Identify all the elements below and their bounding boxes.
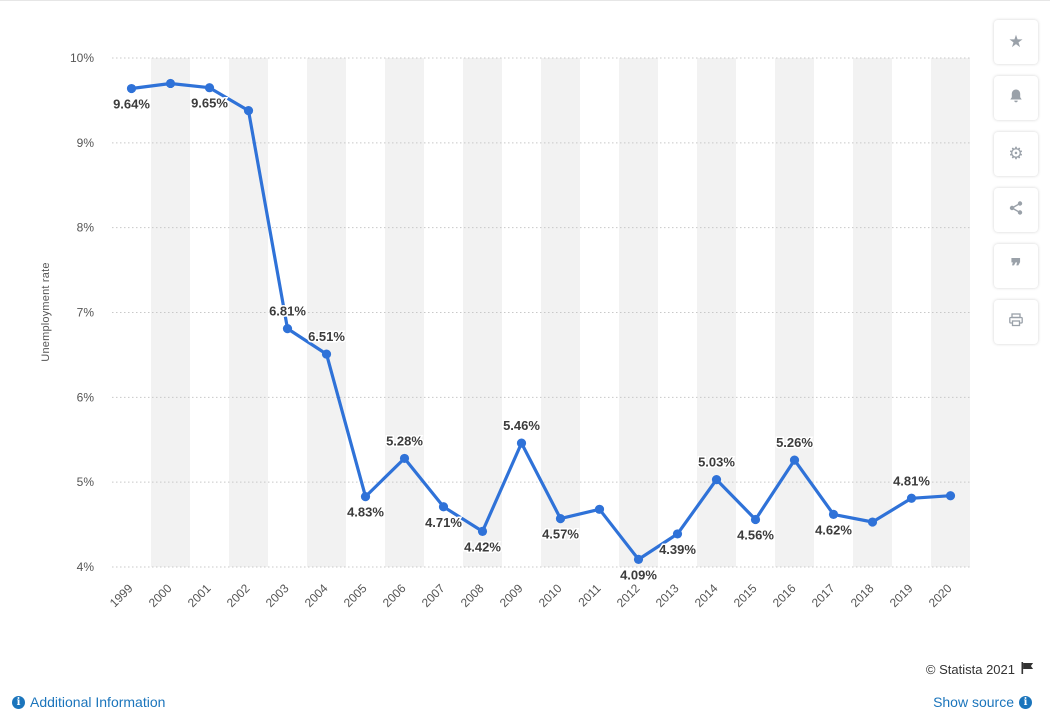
x-tick-label: 2014	[692, 581, 721, 610]
notification-button[interactable]	[994, 76, 1038, 120]
print-icon	[1008, 312, 1024, 333]
x-tick-label: 2003	[263, 581, 292, 610]
x-tick-label: 2013	[653, 581, 682, 610]
data-point	[867, 517, 878, 527]
cite-button[interactable]: ❞	[994, 244, 1038, 288]
data-label: 4.42%	[464, 539, 501, 554]
x-tick-label: 2020	[926, 581, 955, 610]
y-axis-title-text: Unemployment rate	[40, 262, 52, 362]
data-point	[594, 504, 605, 514]
quote-icon: ❞	[1010, 255, 1022, 278]
print-button[interactable]	[994, 300, 1038, 344]
data-point	[165, 78, 176, 89]
favorite-button[interactable]: ★	[994, 20, 1038, 64]
bell-icon	[1008, 88, 1024, 109]
data-label: 4.56%	[737, 527, 774, 542]
y-tick-label: 5%	[77, 475, 95, 489]
info-icon: i	[12, 695, 25, 709]
data-point	[516, 438, 527, 448]
x-tick-label: 2000	[146, 581, 175, 610]
data-point	[126, 83, 137, 94]
x-tick-label: 2012	[614, 581, 643, 610]
data-point	[789, 455, 800, 465]
data-label: 4.39%	[659, 542, 696, 557]
show-source-link[interactable]: Show source i	[933, 694, 1032, 710]
x-tick-label: 2008	[458, 581, 487, 610]
x-tick-label: 2006	[380, 581, 409, 610]
x-tick-label: 2001	[185, 581, 214, 610]
chart-toolbar: ★ ⚙ ❞	[994, 20, 1038, 344]
data-label: 9.64%	[113, 97, 150, 112]
x-tick-label: 2018	[848, 581, 877, 610]
info-icon: i	[1019, 695, 1032, 709]
data-label: 5.46%	[503, 418, 540, 433]
x-tick-label: 2011	[575, 581, 603, 609]
data-point	[633, 554, 644, 564]
x-tick-label: 2019	[887, 581, 916, 610]
copyright: © Statista 2021	[926, 662, 1034, 677]
data-point	[711, 475, 722, 485]
top-divider	[0, 0, 1050, 1]
y-tick-label: 6%	[77, 390, 95, 404]
data-point	[555, 514, 566, 524]
data-label: 6.81%	[269, 304, 306, 319]
y-tick-label: 8%	[77, 221, 95, 235]
share-button[interactable]	[994, 188, 1038, 232]
data-label: 5.03%	[698, 455, 735, 470]
flag-icon[interactable]	[1021, 662, 1034, 677]
data-label: 4.71%	[425, 515, 462, 530]
gear-icon: ⚙	[1008, 144, 1024, 163]
data-label: 4.83%	[347, 505, 384, 520]
x-tick-label: 2002	[224, 581, 253, 610]
x-tick-label: 2017	[809, 581, 838, 610]
x-tick-label: 2009	[497, 581, 526, 610]
data-label: 4.62%	[815, 522, 852, 537]
additional-information-label: Additional Information	[30, 694, 166, 710]
data-point	[750, 514, 761, 525]
data-point	[477, 526, 488, 536]
data-point	[321, 349, 332, 359]
y-tick-label: 10%	[70, 51, 94, 65]
star-icon: ★	[1008, 32, 1024, 51]
settings-button[interactable]: ⚙	[994, 132, 1038, 176]
data-label: 5.26%	[776, 435, 813, 450]
x-tick-label: 2016	[770, 581, 799, 610]
y-tick-label: 9%	[77, 136, 95, 150]
copyright-text: © Statista 2021	[925, 662, 1015, 677]
data-point	[360, 491, 371, 502]
data-label: 4.81%	[893, 473, 930, 488]
x-tick-label: 2015	[731, 581, 760, 610]
data-point	[282, 324, 293, 334]
series-line	[129, 81, 953, 562]
data-label: 9.65%	[191, 96, 228, 111]
data-point	[906, 493, 917, 503]
x-tick-label: 2004	[302, 581, 331, 610]
y-tick-label: 4%	[77, 560, 95, 574]
x-tick-label: 1999	[107, 581, 136, 610]
x-tick-label: 2007	[419, 581, 448, 610]
data-point	[399, 453, 410, 464]
x-tick-label: 2010	[536, 581, 565, 610]
data-point	[945, 491, 956, 501]
data-point	[672, 529, 683, 539]
line-chart: 4% 5% 6% 7% 8% 9% 10% 1999 2000 2001 2002 2003 2004 2…	[70, 51, 970, 610]
data-label: 4.09%	[620, 567, 657, 582]
share-icon	[1008, 200, 1024, 221]
additional-information-link[interactable]: i Additional Information	[12, 694, 165, 710]
x-tick-label: 2005	[341, 581, 370, 610]
data-label: 6.51%	[308, 329, 345, 344]
data-point	[243, 105, 254, 116]
data-point	[828, 509, 839, 520]
data-point	[204, 83, 215, 93]
data-label: 5.28%	[386, 433, 423, 448]
show-source-label: Show source	[933, 694, 1014, 710]
y-tick-label: 7%	[77, 306, 95, 320]
data-point	[438, 502, 449, 512]
data-label: 4.57%	[542, 527, 579, 542]
